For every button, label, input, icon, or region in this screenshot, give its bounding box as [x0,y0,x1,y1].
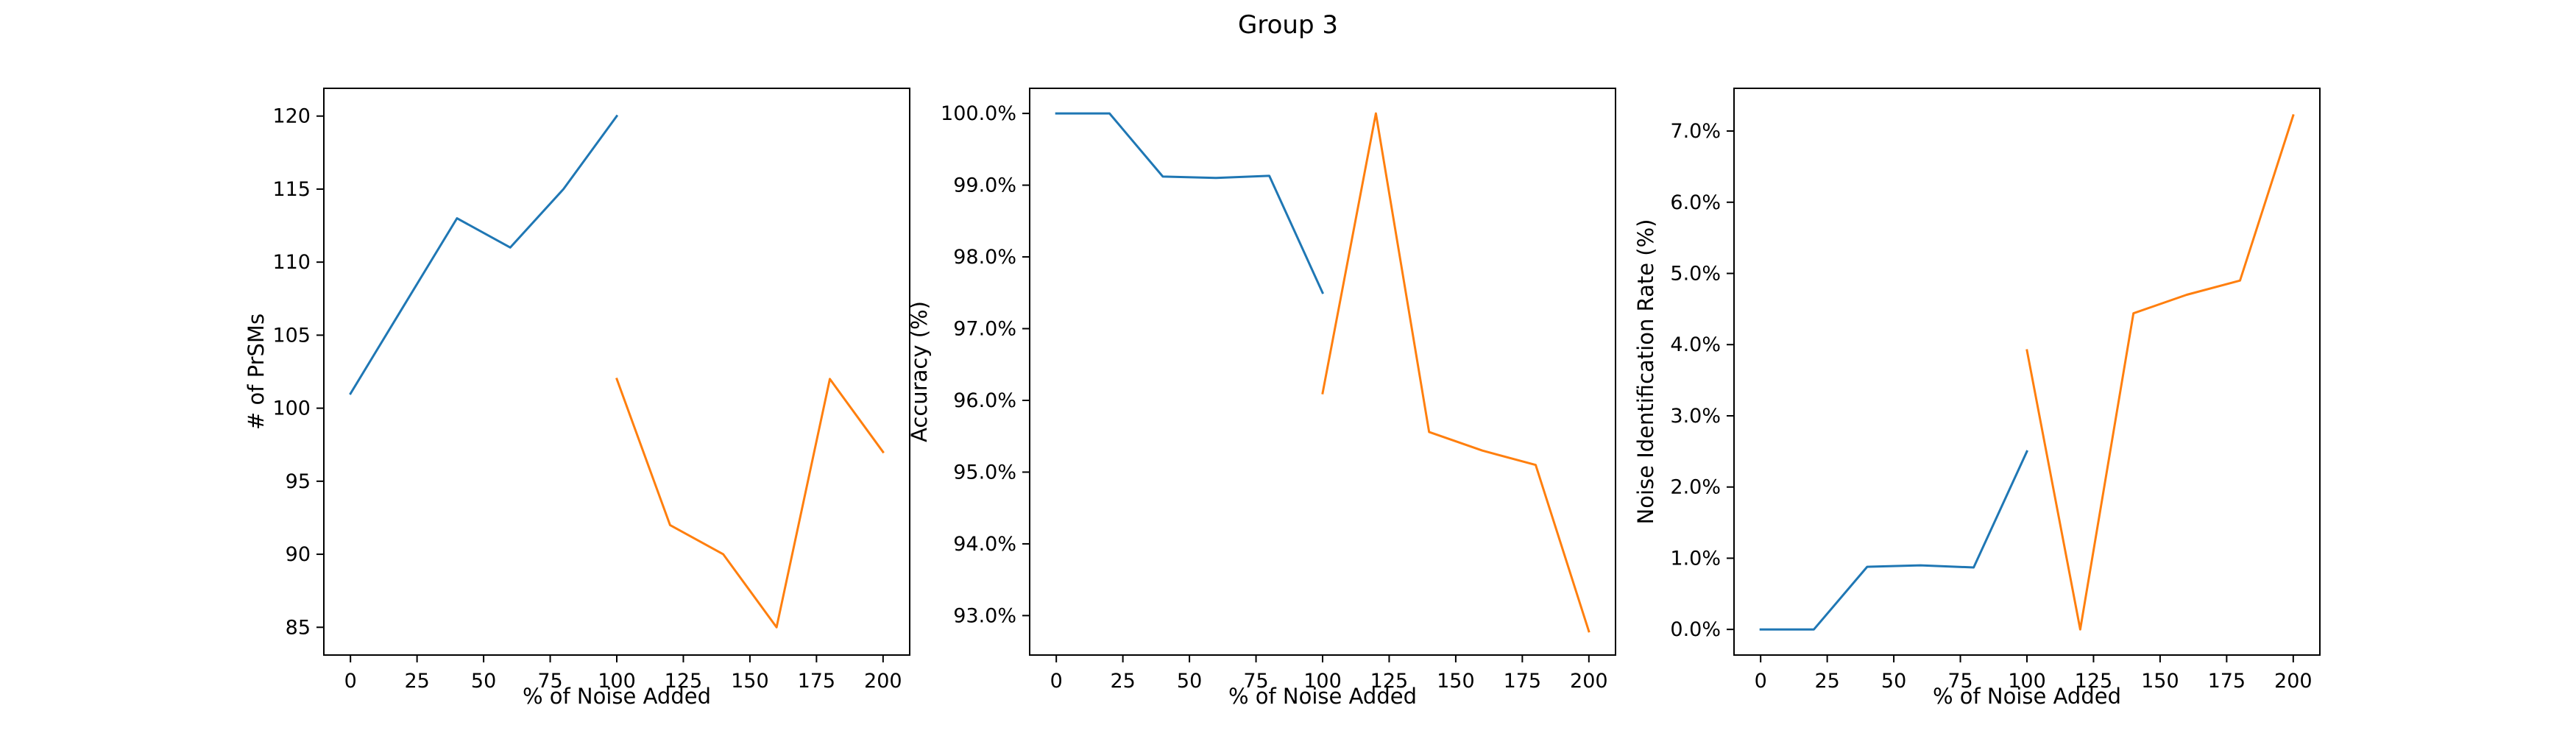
x-tick-label: 200 [2274,670,2313,693]
x-tick-label: 25 [404,670,429,693]
x-tick-label: 75 [537,670,562,693]
x-tick-label: 150 [1437,670,1475,693]
y-tick-label: 2.0% [1670,476,1721,499]
series-line-2-accuracy [1321,112,1590,633]
x-axis-label-prsms: % of Noise Added [523,684,711,709]
y-tick-label: 100 [272,397,311,420]
y-tick-label: 105 [272,324,311,347]
x-tick-label: 25 [1110,670,1135,693]
x-tick-label: 0 [1755,670,1767,693]
y-tick-label: 4.0% [1670,333,1721,356]
y-tick-label: 1.0% [1670,547,1721,570]
axes-frame-prsms [323,88,910,656]
x-tick-label: 50 [1177,670,1202,693]
y-tick-label: 99.0% [953,174,1016,197]
y-tick-label: 95 [286,470,311,493]
y-tick-label: 115 [272,178,311,201]
y-tick-label: 7.0% [1670,120,1721,143]
y-axis-label-accuracy: Accuracy (%) [907,301,932,442]
y-tick-label: 98.0% [953,246,1016,269]
series-line-2-prsms [615,377,885,629]
subplot-noise-identification-rate: 0 25 50 75 100 125 150 175 200 0.0% 1.0% 2.0% 3.0% 4.… [1633,88,2321,709]
y-tick-label: 97.0% [953,318,1016,341]
series-line-1-noise-rate [1759,450,2028,631]
y-tick-label: 95.0% [953,461,1016,484]
subplot-accuracy: 0 25 50 75 100 125 150 175 200 93.0% 94.0% 95.0% 96.… [907,88,1616,709]
y-tick-label: 5.0% [1670,263,1721,286]
axes-frame-accuracy [1029,88,1616,656]
series-line-1-prsms [349,114,619,395]
x-tick-label: 50 [1881,670,1906,693]
y-tick-label: 93.0% [953,604,1016,627]
x-tick-label: 100 [2008,670,2046,693]
x-tick-label: 200 [864,670,902,693]
x-tick-label: 150 [731,670,769,693]
x-axis-label-accuracy: % of Noise Added [1228,684,1417,709]
x-tick-label: 175 [1504,670,1542,693]
y-axis-label-noise-rate: Noise Identification Rate (%) [1633,219,1658,525]
x-tick-label: 100 [598,670,636,693]
axes-frame-noise-rate [1733,88,2321,656]
subplot-prsms: 0 25 50 75 100 125 150 175 200 85 90 95 100 105 110 115… [244,88,910,709]
y-tick-label: 120 [272,105,311,128]
y-tick-label: 0.0% [1670,618,1721,641]
x-tick-label: 175 [2208,670,2246,693]
x-tick-label: 25 [1814,670,1839,693]
y-tick-label: 100.0% [941,102,1016,125]
series-line-1-accuracy [1055,112,1324,294]
x-tick-label: 100 [1303,670,1342,693]
x-tick-label: 125 [1370,670,1409,693]
x-tick-label: 75 [1243,670,1268,693]
x-tick-label: 50 [471,670,496,693]
x-axis-label-noise-rate: % of Noise Added [1933,684,2121,709]
y-tick-label: 6.0% [1670,191,1721,214]
x-tick-label: 150 [2141,670,2179,693]
x-tick-label: 125 [2075,670,2113,693]
x-tick-label: 0 [1050,670,1063,693]
y-tick-label: 90 [286,543,311,566]
x-tick-label: 75 [1947,670,1972,693]
x-tick-label: 0 [344,670,357,693]
x-tick-label: 125 [665,670,703,693]
x-tick-label: 175 [798,670,836,693]
y-tick-label: 85 [286,616,311,639]
series-line-2-noise-rate [2025,113,2295,631]
y-tick-label: 94.0% [953,533,1016,556]
y-tick-label: 3.0% [1670,405,1721,428]
y-axis-label-prsms: # of PrSMs [244,314,269,430]
x-tick-label: 200 [1570,670,1608,693]
figure-title: Group 3 [1238,10,1338,40]
y-tick-label: 110 [272,251,311,274]
y-tick-label: 96.0% [953,389,1016,412]
